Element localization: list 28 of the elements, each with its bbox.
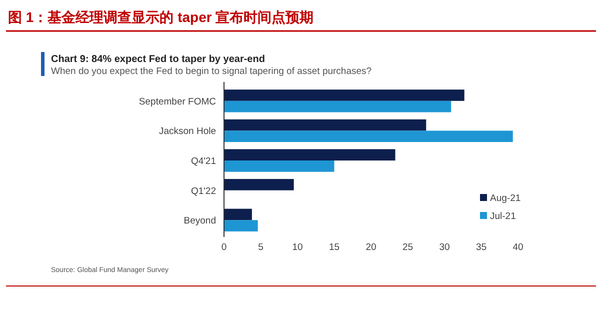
bar xyxy=(224,220,258,232)
x-tick-label: 25 xyxy=(402,242,414,253)
legend-label: Jul-21 xyxy=(490,211,516,222)
x-tick-label: 15 xyxy=(328,242,340,253)
x-tick-label: 40 xyxy=(512,242,524,253)
bar xyxy=(224,208,252,220)
bar xyxy=(224,100,452,112)
legend-label: Aug-21 xyxy=(490,193,521,204)
bar xyxy=(224,119,426,131)
chart-subtitle: Chart 9: 84% expect Fed to taper by year-end xyxy=(51,54,265,65)
y-tick-label: Beyond xyxy=(184,216,216,227)
x-tick-label: 10 xyxy=(292,242,303,253)
y-tick-label: Q4'21 xyxy=(190,156,216,167)
x-tick-label: 5 xyxy=(258,242,264,253)
x-tick-label: 0 xyxy=(221,242,227,253)
bar xyxy=(224,160,334,172)
y-tick-label: September FOMC xyxy=(138,96,216,108)
bar xyxy=(224,149,396,160)
chart-title: 图 1：基金经理调查显示的 taper 宣布时间点预期 xyxy=(8,9,314,25)
bar xyxy=(224,130,513,142)
x-tick-label: 35 xyxy=(476,242,487,253)
y-tick-label: Jackson Hole xyxy=(158,126,216,138)
x-tick-label: 30 xyxy=(439,242,450,253)
x-tick-label: 20 xyxy=(366,242,376,253)
bar xyxy=(224,90,464,101)
bar xyxy=(224,178,294,190)
text: When do you expect the Fed to begin to signal tapering of asset purchases? xyxy=(51,66,372,77)
y-tick-label: Q1'22 xyxy=(190,186,216,197)
